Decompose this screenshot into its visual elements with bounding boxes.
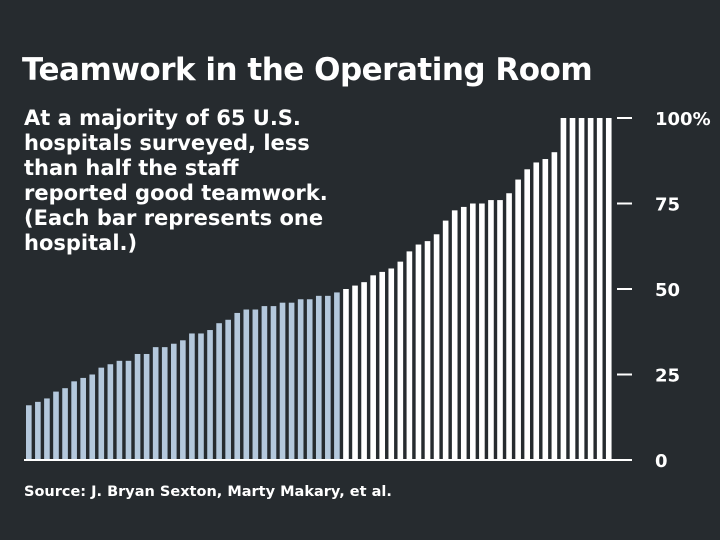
bar-hospital-30: [288, 302, 295, 460]
bar-hospital-48: [451, 210, 458, 460]
bar-hospital-38: [361, 282, 367, 460]
bar-hospital-31: [297, 299, 304, 460]
bar-hospital-6: [71, 381, 77, 460]
bar-hospital-5: [62, 388, 68, 460]
bar-hospital-1: [26, 405, 32, 460]
bar-hospital-27: [261, 306, 268, 460]
y-tick-label: 0: [655, 451, 668, 472]
bar-hospital-13: [134, 353, 141, 460]
bar-hospital-10: [107, 364, 114, 460]
bar-hospital-19: [189, 333, 195, 460]
bar-hospital-45: [424, 241, 431, 460]
bar-hospital-53: [497, 200, 503, 460]
y-axis: 0 25 50 75 100%: [24, 109, 711, 472]
bars-group: [26, 118, 612, 461]
chart-source: Source: J. Bryan Sexton, Marty Makary, e…: [24, 484, 392, 500]
bar-hospital-26: [252, 309, 259, 460]
bar-hospital-15: [152, 347, 159, 460]
bar-hospital-7: [80, 377, 86, 460]
bar-hospital-14: [143, 353, 150, 460]
bar-hospital-60: [560, 118, 567, 460]
bar-hospital-56: [524, 169, 530, 461]
bar-hospital-3: [44, 398, 50, 460]
bar-hospital-54: [506, 193, 512, 461]
bar-hospital-24: [234, 312, 241, 460]
bar-hospital-33: [315, 295, 322, 460]
bar-hospital-62: [578, 118, 585, 460]
bar-hospital-57: [533, 162, 540, 460]
chart-subtitle: At a majority of 65 U.S. hospitals surve…: [24, 106, 328, 255]
bar-hospital-61: [569, 118, 576, 460]
bar-hospital-51: [479, 203, 485, 460]
bar-hospital-55: [515, 179, 521, 460]
chart-title: Teamwork in the Operating Room: [22, 52, 593, 88]
bar-hospital-63: [587, 118, 594, 460]
bar-hospital-20: [198, 333, 204, 460]
bar-hospital-17: [170, 343, 177, 460]
bar-hospital-44: [415, 244, 422, 460]
bar-hospital-12: [125, 360, 132, 460]
bar-hospital-34: [325, 295, 331, 460]
bar-hospital-23: [225, 319, 231, 460]
y-tick-label: 50: [655, 280, 680, 301]
bar-hospital-9: [98, 367, 105, 460]
bar-hospital-11: [116, 360, 123, 460]
bar-hospital-28: [270, 306, 277, 460]
bar-hospital-32: [306, 299, 313, 460]
bar-hospital-16: [161, 347, 168, 460]
bar-hospital-47: [442, 220, 449, 460]
bar-hospital-42: [397, 261, 404, 460]
bar-hospital-29: [279, 302, 286, 460]
bar-hospital-8: [89, 374, 96, 460]
bar-hospital-36: [343, 289, 349, 460]
bar-hospital-40: [379, 271, 386, 460]
bar-hospital-58: [542, 159, 549, 461]
bar-hospital-37: [352, 285, 358, 460]
y-tick-label: 75: [655, 195, 680, 216]
bar-hospital-43: [406, 251, 413, 460]
bar-hospital-21: [207, 330, 213, 460]
bar-hospital-35: [334, 292, 340, 460]
y-tick-label: 100%: [655, 109, 711, 130]
bar-hospital-4: [53, 391, 59, 460]
bar-hospital-49: [460, 206, 467, 460]
bar-hospital-59: [551, 152, 558, 460]
bar-hospital-2: [35, 401, 41, 460]
bar-hospital-52: [488, 200, 494, 460]
bar-hospital-46: [433, 234, 440, 460]
bar-hospital-64: [596, 118, 603, 460]
bar-hospital-18: [180, 340, 186, 460]
bar-hospital-41: [388, 268, 395, 460]
y-tick-label: 25: [655, 366, 680, 387]
bar-hospital-65: [605, 118, 612, 460]
bar-hospital-50: [470, 203, 476, 460]
bar-hospital-25: [243, 309, 250, 460]
bar-hospital-39: [370, 275, 376, 460]
bar-hospital-22: [216, 323, 222, 460]
